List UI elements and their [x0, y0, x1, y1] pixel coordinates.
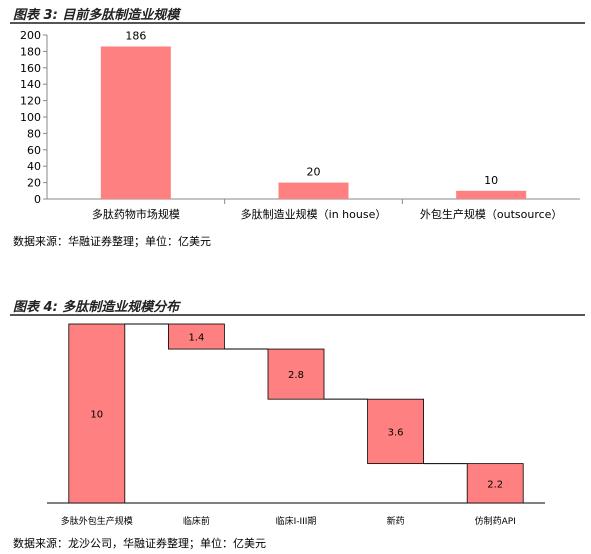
bar-data-label: 10	[90, 410, 103, 421]
y-tick-label: 100	[20, 111, 41, 124]
bar-data-label: 186	[125, 29, 146, 42]
bar	[278, 182, 349, 199]
bar-data-label: 20	[307, 166, 321, 179]
x-category-label: 临床前	[183, 515, 210, 527]
y-tick-label: 200	[20, 29, 41, 42]
y-tick-label: 160	[20, 62, 41, 75]
figure-4-title: 图表 4: 多肽制造业规模分布	[13, 300, 180, 315]
figure-3-source: 数据来源：华融证券整理；单位：亿美元	[13, 235, 211, 248]
waterfall-bar	[167, 323, 225, 350]
waterfall-bar	[68, 323, 126, 504]
figure-3-title: 图表 3: 目前多肽制造业规模	[13, 8, 180, 23]
x-category-label: 多肽制造业规模（in house）	[241, 207, 387, 221]
x-category-label: 仿制药API	[475, 515, 516, 527]
bar-data-label: 3.6	[388, 427, 404, 438]
bar	[100, 46, 171, 200]
bar-data-label: 2.8	[288, 370, 304, 381]
waterfall-bar	[367, 398, 425, 465]
y-tick-label: 40	[27, 160, 41, 173]
y-tick-label: 180	[20, 45, 41, 58]
x-category-label: 临床I-III期	[276, 515, 317, 527]
figure-4-title-rule	[10, 314, 585, 316]
x-category-label: 多肽外包生产规模	[61, 515, 133, 527]
y-tick-label: 140	[20, 78, 41, 91]
y-tick-label: 60	[27, 144, 41, 157]
y-tick-label: 80	[27, 127, 41, 140]
figure-4-source: 数据来源：龙沙公司，华融证券整理；单位：亿美元	[13, 537, 266, 550]
x-category-label: 外包生产规模（outsource）	[420, 207, 563, 221]
figure-4-waterfall-chart: 10 多肽外包生产规模 1.4 临床前 2.8 临床I-III期 3.6 新药 2.2 仿制药AP…	[47, 323, 545, 527]
x-category-label: 新药	[387, 515, 405, 527]
bar-data-label: 2.2	[487, 479, 503, 490]
figure-3-title-rule	[10, 22, 585, 24]
y-tick-label: 0	[34, 193, 41, 206]
y-tick-label: 120	[20, 95, 41, 108]
y-tick-label: 20	[27, 177, 41, 190]
bar	[456, 190, 527, 199]
waterfall-bar	[466, 463, 524, 504]
figure-3-bar-chart: 0 20 40 60 80 100 120 140 160 180 200 186 多肽药物市场规模 20…	[20, 29, 580, 221]
bar-data-label: 1.4	[188, 333, 204, 344]
bar-data-label: 10	[484, 174, 498, 187]
waterfall-bar	[267, 348, 325, 400]
x-category-label: 多肽药物市场规模	[92, 207, 180, 221]
